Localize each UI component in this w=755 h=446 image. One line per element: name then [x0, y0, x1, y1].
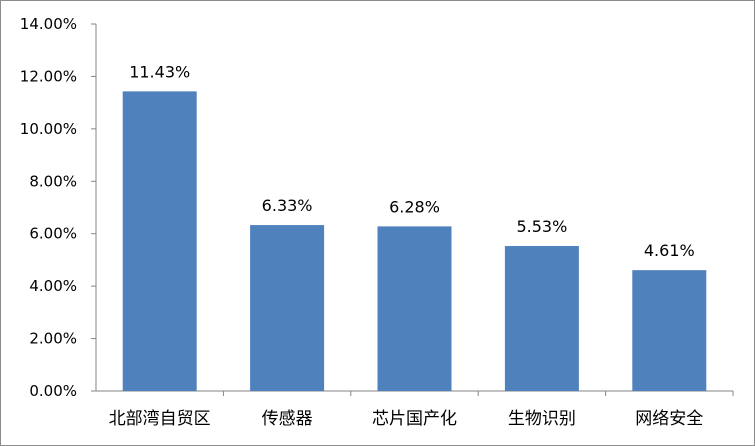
x-category-label: 传感器 — [262, 409, 313, 429]
x-category-label: 网络安全 — [635, 409, 703, 429]
bar — [122, 91, 197, 391]
y-tick-label: 4.00% — [29, 277, 77, 295]
bar — [250, 225, 325, 391]
y-tick-label: 2.00% — [29, 330, 77, 348]
y-tick-label: 10.00% — [20, 120, 77, 138]
bar-data-label: 4.61% — [644, 241, 695, 260]
bar — [504, 246, 579, 391]
bar-data-label: 11.43% — [129, 62, 190, 81]
bar-data-label: 5.53% — [516, 217, 567, 236]
y-tick-label: 14.00% — [20, 15, 77, 33]
x-category-label: 北部湾自贸区 — [109, 409, 211, 429]
y-tick-label: 12.00% — [20, 67, 77, 85]
x-category-label: 芯片国产化 — [372, 409, 457, 429]
bar — [377, 226, 452, 391]
bar-data-label: 6.28% — [389, 197, 440, 216]
x-category-label: 生物识别 — [508, 409, 576, 429]
y-tick-label: 0.00% — [29, 382, 77, 400]
y-tick-label: 6.00% — [29, 225, 77, 243]
bar — [632, 270, 707, 391]
bar-data-label: 6.33% — [262, 196, 313, 215]
y-tick-label: 8.00% — [29, 172, 77, 190]
